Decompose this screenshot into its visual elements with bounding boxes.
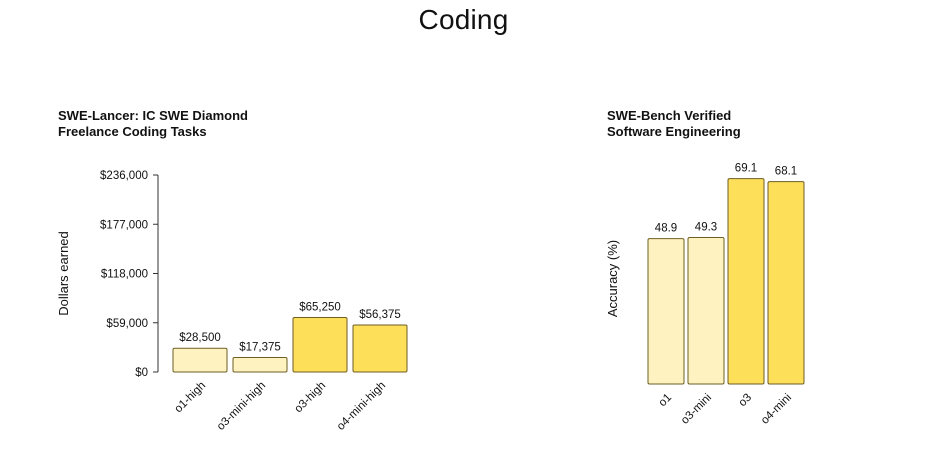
lancer-y-tick-label: $0 (135, 367, 148, 379)
bench-bar-o3-mini (687, 236, 725, 385)
swe-lancer-title-line-2: Freelance Coding Tasks (58, 124, 207, 139)
swe-bench-title-line-2: Software Engineering (607, 124, 741, 139)
bench-value-label: 49.3 (695, 221, 717, 233)
bench-bar-o3 (727, 178, 765, 385)
swe-lancer-title-line-1: SWE-Lancer: IC SWE Diamond (58, 108, 248, 123)
bench-category-label: o4-mini (759, 392, 794, 427)
swe-bench-title-line-1: SWE-Bench Verified (607, 108, 732, 123)
lancer-value-label: $17,375 (239, 341, 281, 353)
lancer-value-label: $56,375 (359, 309, 401, 321)
lancer-value-label: $65,250 (299, 302, 341, 314)
page-title: Coding (418, 4, 509, 35)
lancer-value-label: $28,500 (179, 332, 221, 344)
lancer-y-axis-label: Dollars earned (56, 231, 71, 316)
lancer-bar-o3-high (292, 317, 348, 373)
lancer-bar-o3-mini-high (232, 356, 288, 373)
bench-value-label: 69.1 (735, 163, 757, 175)
bench-y-axis-label: Accuracy (%) (605, 240, 620, 317)
lancer-category-label: o3-mini-high (215, 380, 268, 433)
bench-category-label: o1 (657, 392, 675, 410)
lancer-category-label: o3-high (293, 380, 329, 416)
bench-value-label: 48.9 (655, 223, 677, 235)
bench-value-label: 68.1 (775, 166, 797, 178)
lancer-bar-o4-mini-high (352, 324, 408, 373)
swe-bench-chart-title: SWE-Bench Verified Software Engineering (607, 108, 741, 140)
lancer-y-tick-label: $177,000 (100, 219, 148, 231)
swe-lancer-chart-title: SWE-Lancer: IC SWE Diamond Freelance Cod… (58, 108, 248, 140)
lancer-y-tick-label: $236,000 (100, 170, 148, 182)
lancer-y-tick-label: $59,000 (106, 318, 148, 330)
bench-category-label: o3 (737, 392, 755, 410)
bench-category-label: o3-mini (679, 392, 714, 427)
lancer-y-tick-label: $118,000 (101, 269, 148, 281)
lancer-category-label: o1-high (173, 380, 209, 416)
bench-bar-o1 (647, 238, 685, 385)
lancer-bar-o1-high (172, 347, 228, 373)
lancer-category-label: o4-mini-high (335, 380, 388, 433)
bench-bar-o4-mini (767, 181, 805, 385)
